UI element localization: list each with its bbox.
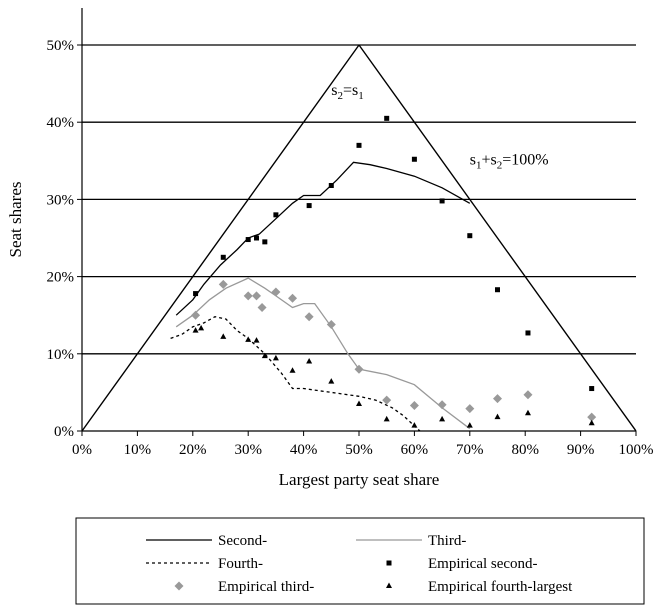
point-emp_third <box>465 404 475 414</box>
point-emp_third <box>382 395 392 405</box>
series-lines <box>170 161 471 432</box>
legend: Second- Third- Fourth- Empirical second- Emp… <box>75 517 645 605</box>
point-emp_fourth <box>328 378 335 384</box>
point-emp_third <box>271 287 281 297</box>
point-emp_fourth <box>245 336 252 342</box>
y-tick-label: 30% <box>47 192 75 208</box>
legend-label-fourth: Fourth- <box>218 556 263 572</box>
point-emp_fourth <box>494 413 501 420</box>
reference-line-s2-equals-s1 <box>81 44 360 432</box>
x-tick-label: 40% <box>290 442 318 458</box>
legend-swatch-emp_third <box>174 581 184 591</box>
legend-label-emp_fourth: Empirical fourth-largest <box>428 579 573 595</box>
point-emp_third <box>257 302 267 312</box>
point-emp_second <box>589 386 595 392</box>
point-emp_second <box>439 198 445 204</box>
point-emp_fourth <box>588 419 595 426</box>
point-emp_fourth <box>356 400 362 406</box>
x-tick-label: 70% <box>456 442 484 458</box>
y-tick-label: 20% <box>47 270 75 286</box>
point-emp_third <box>354 364 364 374</box>
point-emp_fourth <box>411 422 418 428</box>
point-emp_third <box>326 319 336 329</box>
point-emp_fourth <box>253 337 260 343</box>
point-emp_fourth <box>192 327 199 333</box>
point-emp_second <box>328 183 334 189</box>
reference-lines <box>81 44 637 432</box>
point-emp_second <box>467 233 473 239</box>
point-emp_third <box>218 279 228 289</box>
point-emp_third <box>252 291 262 301</box>
legend-swatch-emp_fourth <box>386 582 392 588</box>
point-emp_fourth <box>272 354 279 361</box>
tick-labels: 0% 10% 20% 30% 40% 50% 0% 10% 20% 30% 40% 50% 60% 70%… <box>47 38 654 458</box>
point-emp_fourth <box>524 409 531 416</box>
point-emp_second <box>254 235 260 241</box>
series-points <box>191 115 597 428</box>
point-emp_fourth <box>383 415 390 422</box>
point-emp_third <box>304 312 314 322</box>
point-emp_second <box>193 291 199 297</box>
reference-line-s1-plus-s2 <box>358 44 637 432</box>
x-tick-label: 50% <box>345 442 373 458</box>
legend-swatch-emp_second <box>386 560 392 566</box>
x-tick-label: 60% <box>401 442 429 458</box>
point-emp_third <box>243 291 253 301</box>
x-tick-label: 30% <box>234 442 262 458</box>
point-emp_third <box>437 400 447 410</box>
point-emp_fourth <box>220 333 227 339</box>
point-emp_third <box>493 394 502 404</box>
point-emp_second <box>495 287 500 293</box>
x-tick-label: 100% <box>619 442 654 458</box>
legend-label-third: Third- <box>428 533 466 549</box>
legend-box <box>75 517 645 605</box>
legend-label-emp_second: Empirical second- <box>428 556 538 572</box>
point-emp_third <box>191 310 201 320</box>
point-emp_third <box>409 401 419 411</box>
point-emp_third <box>587 412 597 422</box>
legend-label-second: Second- <box>218 533 267 549</box>
point-emp_fourth <box>439 415 446 422</box>
point-emp_fourth <box>466 422 473 428</box>
y-tick-label: 0% <box>54 424 74 440</box>
point-emp_second <box>384 115 390 121</box>
point-emp_second <box>356 142 362 148</box>
x-tick-label: 80% <box>511 442 539 458</box>
annotations: s2=s1 s1+s2=100% <box>331 82 548 171</box>
y-tick-label: 10% <box>47 347 75 363</box>
point-emp_third <box>523 390 533 400</box>
point-emp_fourth <box>289 367 296 373</box>
x-tick-label: 90% <box>567 442 595 458</box>
point-emp_fourth <box>306 358 313 364</box>
axes <box>77 8 637 436</box>
series-line-fourth <box>170 316 421 432</box>
y-tick-label: 40% <box>47 115 75 131</box>
x-tick-label: 20% <box>179 442 207 458</box>
x-axis-label: Largest party seat share <box>279 470 440 489</box>
legend-label-emp_third: Empirical third- <box>218 579 314 595</box>
point-emp_second <box>245 237 251 243</box>
annotation-s2eq: s2=s1 <box>331 82 363 102</box>
point-emp_second <box>220 254 226 260</box>
point-emp_second <box>262 239 268 245</box>
point-emp_second <box>273 212 279 218</box>
series-line-third <box>175 277 471 430</box>
y-tick-label: 50% <box>47 38 75 54</box>
point-emp_fourth <box>261 352 268 359</box>
point-emp_second <box>525 330 531 336</box>
point-emp_fourth <box>198 324 205 331</box>
x-tick-label: 10% <box>124 442 152 458</box>
series-line-second <box>175 161 471 316</box>
point-emp_second <box>411 156 417 162</box>
x-tick-label: 0% <box>72 442 92 458</box>
point-emp_second <box>306 203 312 209</box>
y-axis-label: Seat shares <box>6 181 25 257</box>
annotation-s1plus: s1+s2=100% <box>470 152 549 172</box>
point-emp_third <box>288 293 298 303</box>
